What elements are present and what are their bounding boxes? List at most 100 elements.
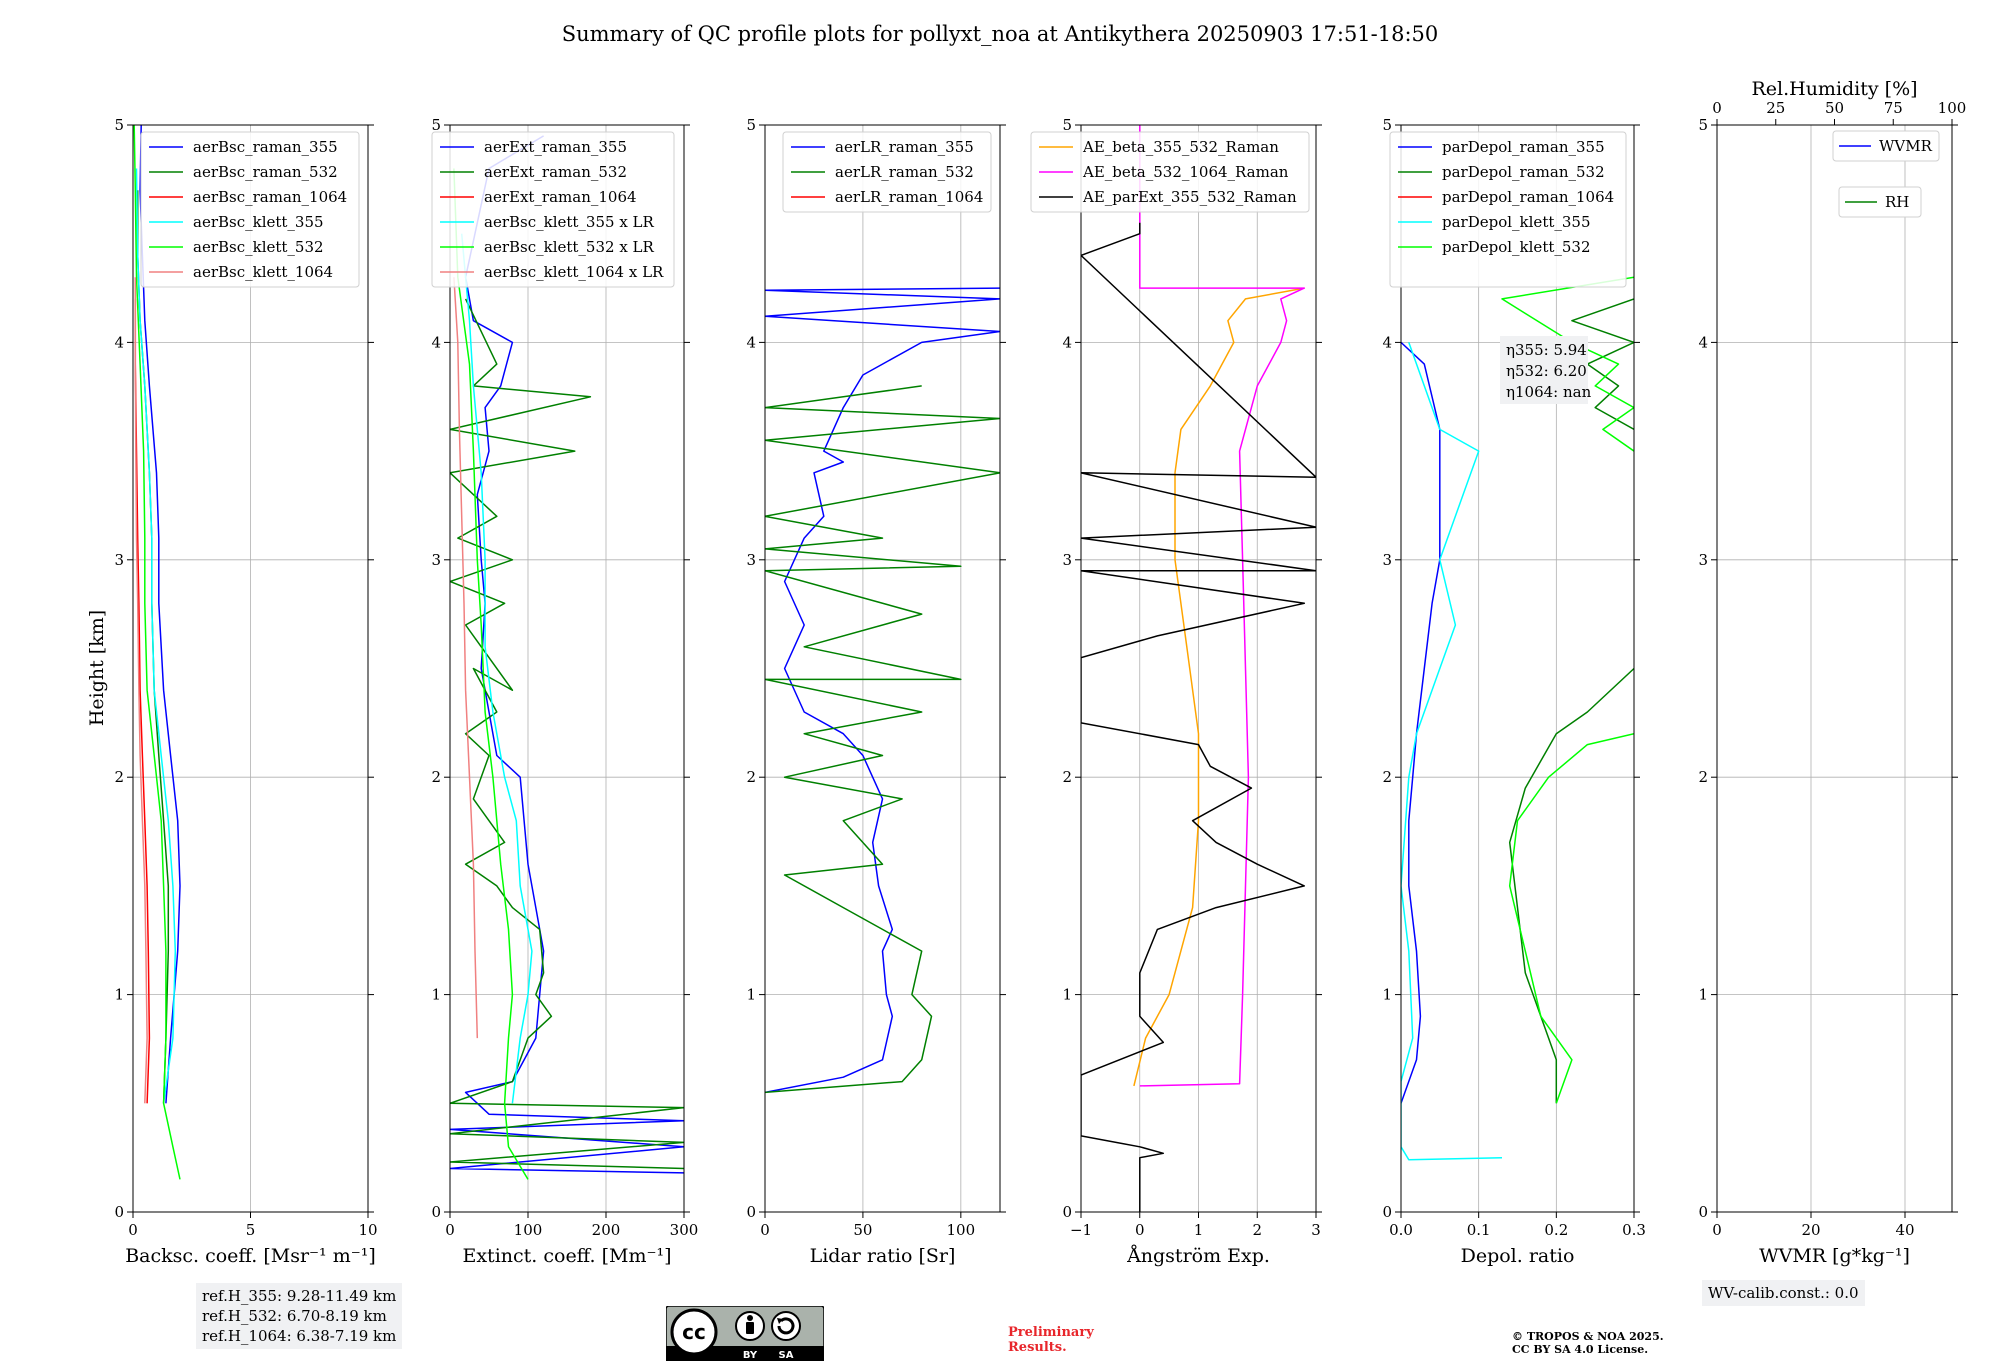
x-axis-label: Backsc. coeff. [Msr⁻¹ m⁻¹]	[125, 1245, 376, 1267]
x-tick-label: 200	[592, 1221, 621, 1239]
series-line	[1508, 667, 1634, 1104]
series-line	[134, 277, 148, 1104]
y-tick-label: 2	[746, 768, 756, 786]
y-tick-label: 5	[114, 116, 124, 134]
top-x-tick-label: 100	[1938, 99, 1967, 117]
panel-backscatter: 0 5 10 0 1 2 3 4 5 Backsc. coeff. [Msr⁻¹ m⁻¹] aerB…	[114, 116, 377, 1267]
annotation-line: η1064: nan	[1506, 383, 1592, 401]
x-tick-label: 0	[128, 1221, 138, 1239]
grid-lines	[132, 124, 369, 1213]
top-x-tick-label: 0	[1712, 99, 1722, 117]
y-tick-label: 1	[746, 986, 756, 1004]
series-group	[450, 135, 684, 1180]
series-line	[453, 168, 529, 1180]
x-tick-label: 100	[514, 1221, 543, 1239]
reference-heights-box: ref.H_355: 9.28-11.49 km ref.H_532: 6.70…	[196, 1283, 403, 1349]
y-tick-label: 0	[431, 1203, 441, 1221]
legend-entry: aerBsc_raman_1064	[193, 188, 347, 206]
x-axis-label: Depol. ratio	[1461, 1245, 1575, 1267]
cc-sa-icon	[771, 1311, 801, 1341]
axes-frame	[764, 124, 1001, 1213]
legend-entry: aerBsc_klett_532 x LR	[484, 238, 655, 256]
x-tick-label: 3	[1311, 1221, 1321, 1239]
legend-entry: RH	[1885, 193, 1909, 211]
legend: WVMR	[1832, 130, 1940, 162]
y-axis-label: Height [km]	[86, 610, 108, 726]
y-tick-label: 4	[431, 333, 441, 351]
cc-label-sa: SA	[779, 1350, 794, 1361]
grid-lines	[1716, 124, 1952, 1213]
y-tick-label: 2	[1382, 768, 1392, 786]
axes-frame	[449, 124, 685, 1213]
series-group	[1401, 276, 1634, 1161]
x-axis-label: WVMR [g*kg⁻¹]	[1759, 1245, 1910, 1267]
series-line	[765, 385, 1000, 1094]
ref-height-1064: ref.H_1064: 6.38-7.19 km	[202, 1327, 397, 1345]
x-tick-label: 2	[1252, 1221, 1262, 1239]
cc-label-by: BY	[743, 1350, 758, 1361]
panel-water_vapor: 0 20 40 0 1 2 3 4 5 WVMR [g*kg⁻¹] 0 25 50 75 100 Rel.Hu…	[1698, 78, 1966, 1267]
x-tick-label: 0.1	[1467, 1221, 1491, 1239]
copyright-line-1: © TROPOS & NOA 2025.	[1512, 1330, 1664, 1343]
x-tick-label: −1	[1070, 1221, 1092, 1239]
series-line	[1081, 222, 1316, 1212]
legend-entry: parDepol_klett_532	[1442, 238, 1591, 256]
legend-frame	[140, 131, 360, 288]
legend-frame	[1389, 131, 1627, 288]
x-tick-label: 0	[1135, 1221, 1145, 1239]
grid-lines	[449, 124, 685, 1213]
legend-entry: aerBsc_klett_355 x LR	[484, 213, 655, 231]
legend-entry: aerLR_raman_532	[835, 163, 974, 181]
ref-height-355: ref.H_355: 9.28-11.49 km	[202, 1287, 397, 1305]
legend-entry: parDepol_raman_1064	[1442, 188, 1614, 206]
legend: parDepol_raman_355 parDepol_raman_532 parD…	[1389, 131, 1627, 288]
series-line	[1139, 125, 1306, 1087]
legend-frame	[1838, 186, 1922, 218]
y-tick-label: 1	[1062, 986, 1072, 1004]
legend: aerExt_raman_355 aerExt_raman_532 aerExt_r…	[431, 131, 675, 288]
legend-frame	[1832, 130, 1940, 162]
y-tick-label: 5	[1698, 116, 1708, 134]
y-tick-label: 3	[746, 551, 756, 569]
y-tick-label: 4	[1698, 333, 1708, 351]
x-tick-label: 1	[1194, 1221, 1204, 1239]
y-tick-label: 4	[1382, 333, 1392, 351]
series-line	[1508, 732, 1634, 1104]
svg-text:cc: cc	[682, 1320, 706, 1344]
x-tick-label: 10	[358, 1221, 377, 1239]
cc-by-sa-badge: cc BY SA	[666, 1306, 824, 1361]
annotation-line: η355: 5.94	[1506, 341, 1587, 359]
legend-entry: aerExt_raman_532	[484, 163, 627, 181]
legend-frame	[782, 131, 992, 213]
panel-lidar_ratio: 0 50 100 0 1 2 3 4 5 Lidar ratio [Sr] aerLR_raman_…	[746, 116, 1006, 1267]
legend-frame	[431, 131, 675, 288]
legend-entry: parDepol_klett_355	[1442, 213, 1591, 231]
legend: AE_beta_355_532_Raman AE_beta_532_1064_Ra…	[1030, 131, 1310, 213]
series-group	[765, 287, 1000, 1094]
legend-entry: AE_beta_532_1064_Raman	[1082, 163, 1289, 181]
series-line	[460, 233, 533, 1104]
y-tick-label: 2	[1062, 768, 1072, 786]
copyright-line-2: CC BY SA 4.0 License.	[1512, 1343, 1649, 1356]
legend-entry: AE_beta_355_532_Raman	[1082, 138, 1279, 156]
panel-depolarization: 0.0 0.1 0.2 0.3 0 1 2 3 4 5 Depol. ratio parDepol_r…	[1382, 116, 1645, 1267]
axes-frame	[1716, 124, 1953, 1213]
y-tick-label: 2	[431, 768, 441, 786]
x-tick-label: 0.2	[1544, 1221, 1568, 1239]
annotation-line: η532: 6.20	[1506, 362, 1587, 380]
copyright-notice: © TROPOS & NOA 2025. CC BY SA 4.0 Licens…	[1512, 1330, 1664, 1356]
y-tick-label: 2	[1698, 768, 1708, 786]
wv-calibration-box: WV-calib.const.: 0.0	[1702, 1280, 1865, 1306]
series-line	[450, 135, 684, 1174]
y-tick-label: 0	[746, 1203, 756, 1221]
x-axis-label: Extinct. coeff. [Mm⁻¹]	[462, 1245, 671, 1267]
y-tick-label: 4	[1062, 333, 1072, 351]
top-x-tick-label: 25	[1766, 99, 1785, 117]
x-tick-label: 0.0	[1389, 1221, 1413, 1239]
y-tick-label: 5	[431, 116, 441, 134]
x-tick-label: 0	[445, 1221, 455, 1239]
y-tick-label: 4	[114, 333, 124, 351]
series-group	[1081, 125, 1316, 1212]
legend-entry: aerBsc_klett_1064	[193, 263, 333, 281]
